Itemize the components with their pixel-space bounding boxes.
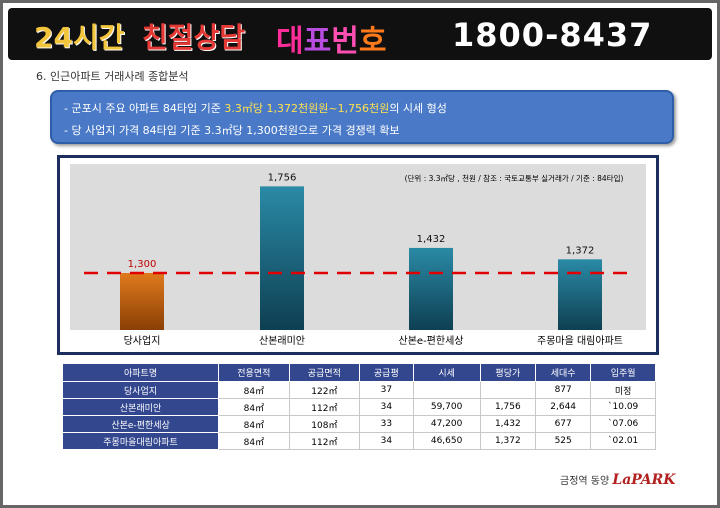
category-label-2: 산본래미안 xyxy=(259,335,305,347)
summary-line-1-highlight: 3.3㎡당 1,372천원원~1,756천원 xyxy=(224,102,390,115)
table-row: 산본래미안 84㎡ 112㎡ 34 59,700 1,756 2,644 `10.09 xyxy=(61,398,656,416)
comparison-table-wrap: 아파트명 전용면적 공급면적 공급평 시세 평당가 세대수 입주월 당사업지 84㎡ 122㎡ 37… xyxy=(61,363,656,450)
table-header-5: 시세 xyxy=(412,363,481,382)
table-row-name: 주몽마을대림아파트 xyxy=(61,432,220,450)
table-cell: 84㎡ xyxy=(218,415,290,433)
table-cell: 84㎡ xyxy=(218,432,290,450)
hotline-banner: 24시간 친절상담 대표번호 1800-8437 xyxy=(8,8,712,60)
bar-value-label-1: 1,300 xyxy=(128,259,157,270)
table-cell: 46,650 xyxy=(412,432,481,450)
table-row: 산본e-편한세상 84㎡ 108㎡ 33 47,200 1,432 677 `07.06 xyxy=(61,415,656,433)
summary-line-1-prefix: - 군포시 주요 아파트 84타입 기준 xyxy=(64,102,225,115)
table-cell: 34 xyxy=(359,398,414,416)
table-cell: 1,432 xyxy=(479,415,537,433)
banner-phone[interactable]: 1800-8437 xyxy=(452,16,653,54)
table-cell: 33 xyxy=(359,415,414,433)
banner-char-2: 표 xyxy=(303,24,332,59)
table-header-6: 평당가 xyxy=(479,363,537,382)
bar-value-label-4: 1,372 xyxy=(566,245,595,256)
table-row-name: 산본e-편한세상 xyxy=(61,415,220,433)
summary-line-1-suffix: 의 시세 형성 xyxy=(389,102,447,115)
table-cell xyxy=(412,381,481,399)
table-header-8: 입주월 xyxy=(590,363,656,382)
table-cell: 877 xyxy=(534,381,592,399)
banner-main-number-label: 대표번호 xyxy=(276,16,386,60)
summary-line-2: - 당 사업지 가격 84타입 기준 3.3㎡당 1,300천원으로 가격 경쟁… xyxy=(64,124,400,137)
table-cell: 677 xyxy=(534,415,592,433)
table-cell: 59,700 xyxy=(412,398,481,416)
table-cell: 525 xyxy=(534,432,592,450)
price-chart: (단위 : 3.3㎡당 , 천원 / 참조 : 국토교통부 실거래가 / 기준 … xyxy=(57,155,659,355)
table-header-3: 공급면적 xyxy=(288,363,361,382)
banner-char-1: 대 xyxy=(276,24,304,59)
banner-24h: 24시간 xyxy=(34,21,125,54)
banner-char-3: 번 xyxy=(331,24,359,59)
summary-box: - 군포시 주요 아파트 84타입 기준 3.3㎡당 1,372천원원~1,75… xyxy=(50,90,674,144)
section-title: 6. 인근아파트 거래사례 종합분석 xyxy=(36,70,189,83)
bar-value-label-2: 1,756 xyxy=(268,172,297,183)
table-row: 주몽마을대림아파트 84㎡ 112㎡ 34 46,650 1,372 525 `02.01 xyxy=(61,432,656,450)
table-cell: `02.01 xyxy=(590,432,656,450)
table-cell: 108㎡ xyxy=(288,415,361,433)
table-cell: `10.09 xyxy=(590,398,656,416)
table-row-name: 산본래미안 xyxy=(61,398,220,416)
summary-line-1: - 군포시 주요 아파트 84타입 기준 3.3㎡당 1,372천원원~1,75… xyxy=(64,100,447,116)
table-cell: 1,756 xyxy=(479,398,537,416)
bar-2 xyxy=(260,186,304,330)
banner-consult: 친절상담 xyxy=(142,21,246,54)
table-header-4: 공급평 xyxy=(359,363,414,382)
table-cell: 84㎡ xyxy=(218,381,290,399)
category-label-1: 당사업지 xyxy=(124,334,161,347)
table-header-1: 아파트명 xyxy=(61,363,220,382)
table-cell: 112㎡ xyxy=(288,398,361,416)
price-chart-svg: (단위 : 3.3㎡당 , 천원 / 참조 : 국토교통부 실거래가 / 기준 … xyxy=(70,164,646,347)
table-header-2: 전용면적 xyxy=(218,363,290,382)
footer-brand: 금정역 동양 LaPARK xyxy=(560,472,675,488)
table-cell: 1,372 xyxy=(479,432,537,450)
table-cell: 2,644 xyxy=(534,398,592,416)
category-label-3: 산본e-편한세상 xyxy=(399,335,464,347)
table-header-row: 아파트명 전용면적 공급면적 공급평 시세 평당가 세대수 입주월 xyxy=(61,363,656,382)
bar-3 xyxy=(409,247,453,330)
table-cell: 37 xyxy=(359,381,414,399)
table-cell: 47,200 xyxy=(412,415,481,433)
table-cell: 미정 xyxy=(590,381,656,399)
table-cell: 84㎡ xyxy=(218,398,290,416)
table-row: 당사업지 84㎡ 122㎡ 37 877 미정 xyxy=(61,381,656,399)
table-header-7: 세대수 xyxy=(534,363,592,382)
table-cell xyxy=(479,381,537,399)
table-cell: 112㎡ xyxy=(288,432,361,450)
table-row-name: 당사업지 xyxy=(61,381,220,399)
category-label-4: 주몽마을 대림아파트 xyxy=(537,335,623,347)
brand-logo: LaPARK xyxy=(612,472,676,488)
chart-note: (단위 : 3.3㎡당 , 천원 / 참조 : 국토교통부 실거래가 / 기준 … xyxy=(405,173,624,183)
table-cell: 34 xyxy=(359,432,414,450)
table-cell: `07.06 xyxy=(590,415,656,433)
table-cell: 122㎡ xyxy=(288,381,361,399)
comparison-table: 아파트명 전용면적 공급면적 공급평 시세 평당가 세대수 입주월 당사업지 84㎡ 122㎡ 37… xyxy=(61,363,656,450)
footer-text: 금정역 동양 xyxy=(560,476,613,487)
bar-1 xyxy=(120,273,164,330)
banner-char-4: 호 xyxy=(358,24,387,59)
bar-4 xyxy=(558,259,602,330)
bar-value-label-3: 1,432 xyxy=(417,234,446,245)
